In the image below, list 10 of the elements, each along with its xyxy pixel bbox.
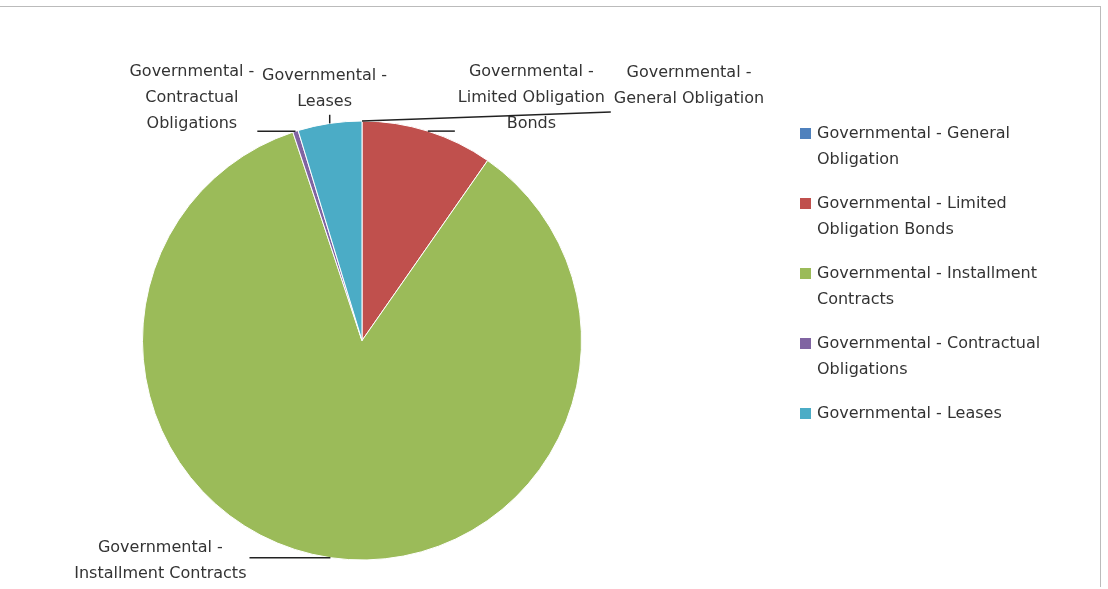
legend-label: Governmental - General Obligation <box>817 122 1012 170</box>
slice-label: Governmental - Leases <box>262 64 387 110</box>
legend-label: Governmental - Leases <box>817 402 1002 424</box>
slice-label: Governmental - Contractual Obligations <box>129 61 255 133</box>
legend-label: Governmental - Contractual Obligations <box>817 332 1042 380</box>
legend-label: Governmental - Limited Obligation Bonds <box>817 192 1008 240</box>
slice-label: Governmental - Installment Contracts <box>74 537 247 583</box>
legend-label: Governmental - Installment Contracts <box>817 262 1038 310</box>
slice-label: Governmental - Limited Obligation Bonds <box>457 60 605 132</box>
category-label: Governmental - General Obligation <box>613 62 765 108</box>
